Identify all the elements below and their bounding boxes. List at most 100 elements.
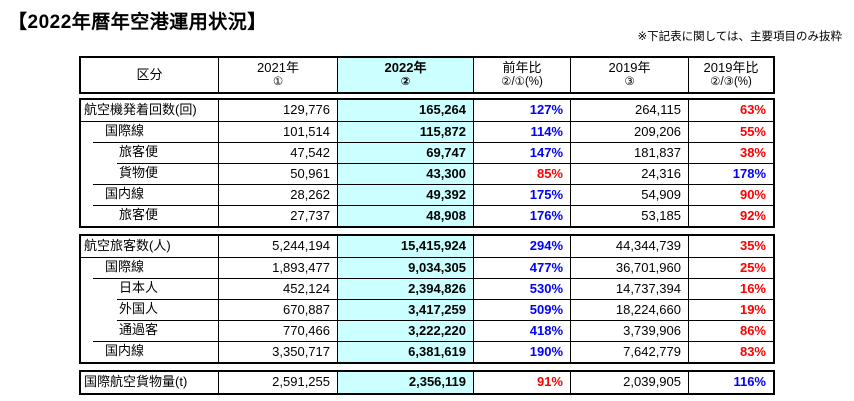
table-row: 旅客便 27,737 48,908 176% 53,185 92% xyxy=(81,205,773,226)
header-yoy: 前年比 ②/①(%) xyxy=(473,58,570,92)
value-2021: 3,350,717 xyxy=(218,341,337,362)
row-label: 国内線 xyxy=(81,184,218,205)
header-sublabel: ① xyxy=(272,75,284,88)
value-2022: 9,034,305 xyxy=(337,257,473,278)
value-2019: 44,344,739 xyxy=(570,236,688,257)
header-label: 前年比 xyxy=(502,60,542,76)
value-2019: 36,701,960 xyxy=(570,257,688,278)
header-vs2019: 2019年比 ②/③(%) xyxy=(688,58,773,92)
section-cargo: 国際航空貨物量(t) 2,591,255 2,356,119 91% 2,039… xyxy=(79,370,775,395)
value-2019: 3,739,906 xyxy=(570,320,688,341)
value-vs2019: 63% xyxy=(688,100,773,121)
table-row: 国際航空貨物量(t) 2,591,255 2,356,119 91% 2,039… xyxy=(81,372,773,393)
value-2021: 2,591,255 xyxy=(218,372,337,393)
value-vs2019: 35% xyxy=(688,236,773,257)
table-row: 外国人 670,887 3,417,259 509% 18,224,660 19… xyxy=(81,299,773,320)
row-label: 航空旅客数(人) xyxy=(84,238,171,253)
value-2022: 69,747 xyxy=(337,142,473,163)
header-sublabel: ②/①(%) xyxy=(501,75,543,88)
value-yoy: 114% xyxy=(473,121,570,142)
header-label: 2021年 xyxy=(257,60,299,76)
table-row: 国内線 28,262 49,392 175% 54,909 90% xyxy=(81,184,773,205)
value-yoy: 147% xyxy=(473,142,570,163)
value-yoy: 85% xyxy=(473,163,570,184)
value-vs2019: 25% xyxy=(688,257,773,278)
value-yoy: 190% xyxy=(473,341,570,362)
row-label: 航空機発着回数(回) xyxy=(84,102,197,117)
value-2022: 15,415,924 xyxy=(337,236,473,257)
row-label: 通過客 xyxy=(81,320,218,341)
value-2022: 49,392 xyxy=(337,184,473,205)
section-aircraft-movements: 航空機発着回数(回) 129,776 165,264 127% 264,115 … xyxy=(79,98,775,228)
value-2019: 18,224,660 xyxy=(570,299,688,320)
value-2022: 2,394,826 xyxy=(337,278,473,299)
value-2019: 14,737,394 xyxy=(570,278,688,299)
value-vs2019: 55% xyxy=(688,121,773,142)
header-category: 区分 xyxy=(81,58,218,92)
value-2022: 115,872 xyxy=(337,121,473,142)
value-yoy: 127% xyxy=(473,100,570,121)
table-row: 国内線 3,350,717 6,381,619 190% 7,642,779 8… xyxy=(81,341,773,362)
value-vs2019: 19% xyxy=(688,299,773,320)
table-row: 国際線 1,893,477 9,034,305 477% 36,701,960 … xyxy=(81,257,773,278)
value-2019: 209,206 xyxy=(570,121,688,142)
table-row: 国際線 101,514 115,872 114% 209,206 55% xyxy=(81,121,773,142)
footnote: ※下記表に関しては、主要項目のみ抜粋 xyxy=(637,31,842,43)
row-label: 外国人 xyxy=(81,299,218,320)
value-2019: 2,039,905 xyxy=(570,372,688,393)
value-2021: 5,244,194 xyxy=(218,236,337,257)
row-label: 日本人 xyxy=(81,278,218,299)
value-yoy: 176% xyxy=(473,205,570,226)
table-row: 日本人 452,124 2,394,826 530% 14,737,394 16… xyxy=(81,278,773,299)
value-vs2019: 90% xyxy=(688,184,773,205)
section-passengers: 航空旅客数(人) 5,244,194 15,415,924 294% 44,34… xyxy=(79,234,775,364)
row-label: 国際航空貨物量(t) xyxy=(84,374,188,389)
value-2021: 27,737 xyxy=(218,205,337,226)
value-2022: 3,417,259 xyxy=(337,299,473,320)
table-row: 通過客 770,466 3,222,220 418% 3,739,906 86% xyxy=(81,320,773,341)
value-yoy: 175% xyxy=(473,184,570,205)
value-2021: 452,124 xyxy=(218,278,337,299)
row-label: 旅客便 xyxy=(81,142,218,163)
value-2019: 53,185 xyxy=(570,205,688,226)
table-row: 貨物便 50,961 43,300 85% 24,316 178% xyxy=(81,163,773,184)
header-label: 2019年 xyxy=(608,60,651,76)
value-yoy: 418% xyxy=(473,320,570,341)
value-2021: 101,514 xyxy=(218,121,337,142)
row-label: 旅客便 xyxy=(81,205,218,226)
row-label: 貨物便 xyxy=(81,163,218,184)
header-label: 2019年比 xyxy=(703,60,759,76)
value-vs2019: 116% xyxy=(688,372,773,393)
value-2021: 670,887 xyxy=(218,299,337,320)
value-2022: 6,381,619 xyxy=(337,341,473,362)
value-vs2019: 83% xyxy=(688,341,773,362)
value-2019: 24,316 xyxy=(570,163,688,184)
header-sublabel: ③ xyxy=(624,75,635,88)
value-2022: 2,356,119 xyxy=(337,372,473,393)
airport-operations-table: 区分 2021年 ① 2022年 ② 前年比 ②/①(%) 2019年 ③ 20… xyxy=(79,56,775,401)
value-yoy: 509% xyxy=(473,299,570,320)
table-row: 航空旅客数(人) 5,244,194 15,415,924 294% 44,34… xyxy=(81,236,773,257)
value-yoy: 530% xyxy=(473,278,570,299)
value-2019: 54,909 xyxy=(570,184,688,205)
row-label: 国際線 xyxy=(81,257,218,278)
header-label: 区分 xyxy=(136,67,163,83)
header-label: 2022年 xyxy=(384,60,427,76)
value-vs2019: 16% xyxy=(688,278,773,299)
value-2022: 43,300 xyxy=(337,163,473,184)
value-2019: 264,115 xyxy=(570,100,688,121)
row-label: 国際線 xyxy=(81,121,218,142)
value-yoy: 477% xyxy=(473,257,570,278)
value-yoy: 91% xyxy=(473,372,570,393)
value-2021: 47,542 xyxy=(218,142,337,163)
value-yoy: 294% xyxy=(473,236,570,257)
value-vs2019: 86% xyxy=(688,320,773,341)
table-row: 航空機発着回数(回) 129,776 165,264 127% 264,115 … xyxy=(81,100,773,121)
value-2021: 1,893,477 xyxy=(218,257,337,278)
value-2021: 28,262 xyxy=(218,184,337,205)
page-title: 【2022年暦年空港運用状況】 xyxy=(8,12,267,33)
header-sublabel: ②/③(%) xyxy=(710,75,752,88)
table-row: 旅客便 47,542 69,747 147% 181,837 38% xyxy=(81,142,773,163)
value-2022: 165,264 xyxy=(337,100,473,121)
